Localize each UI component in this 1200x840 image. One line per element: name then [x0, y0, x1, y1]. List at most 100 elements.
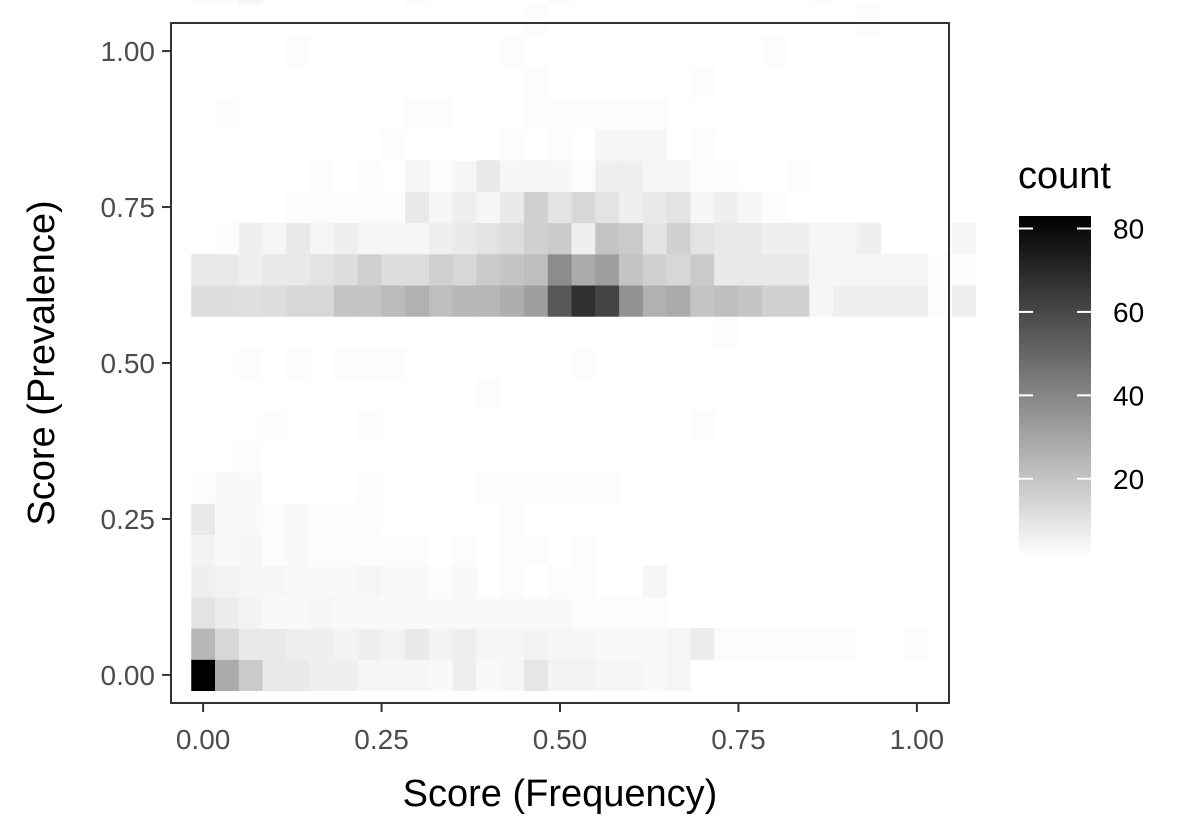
heatmap-bin	[809, 253, 834, 286]
heatmap-bin	[428, 659, 454, 692]
heatmap-bin	[381, 659, 406, 692]
heatmap-bin	[191, 472, 216, 504]
heatmap-bin	[737, 191, 763, 224]
heatmap-bin	[333, 440, 359, 473]
heatmap-bin	[523, 659, 549, 692]
heatmap-bin	[452, 565, 477, 598]
heatmap-bin	[286, 659, 311, 692]
heatmap-bin	[690, 160, 715, 192]
heatmap-bin	[357, 565, 382, 598]
heatmap-bin	[238, 596, 264, 629]
legend-tick-label: 80	[1113, 214, 1144, 245]
heatmap-bin	[238, 565, 264, 598]
heatmap-bin	[405, 191, 430, 224]
heatmap-bin	[690, 191, 715, 224]
heatmap-bin	[642, 222, 668, 255]
heatmap-bin	[523, 596, 549, 629]
heatmap-bin	[238, 222, 264, 255]
heatmap-bin	[500, 222, 525, 255]
heatmap-bin	[357, 66, 382, 99]
heatmap-bin	[785, 160, 810, 192]
heatmap-bin	[310, 659, 335, 692]
heatmap-bin	[595, 66, 620, 99]
y-tick-label: 0.00	[101, 660, 156, 691]
heatmap-bin	[666, 659, 691, 692]
heatmap-bin	[428, 253, 454, 286]
y-tick-label: 1.00	[101, 36, 156, 67]
heatmap-bin	[262, 285, 287, 317]
heatmap-bin	[405, 534, 430, 567]
heatmap-bin	[523, 285, 549, 317]
legend-tick-label: 40	[1113, 380, 1144, 411]
heatmap-bin	[761, 659, 786, 692]
heatmap-bin	[476, 222, 501, 255]
heatmap-bin	[357, 347, 382, 380]
heatmap-bin	[357, 160, 382, 192]
heatmap-bin	[619, 253, 644, 286]
heatmap-bin	[405, 0, 430, 5]
heatmap-bin	[333, 596, 359, 629]
heatmap-bin	[310, 222, 335, 255]
heatmap-bin	[262, 347, 287, 380]
heatmap-bin	[191, 659, 216, 692]
heatmap-bin	[571, 472, 596, 504]
heatmap-bin	[310, 628, 335, 660]
heatmap-bin	[832, 628, 858, 660]
heatmap-bin	[690, 628, 715, 660]
heatmap-bin	[714, 285, 739, 317]
heatmap-bin	[500, 253, 525, 286]
heatmap-bin	[500, 472, 525, 504]
heatmap-bin	[761, 191, 786, 224]
heatmap-bin	[547, 565, 573, 598]
heatmap-bin	[191, 503, 216, 536]
heatmap-bin	[286, 191, 311, 224]
heatmap-bin	[547, 0, 573, 5]
legend-ticks: 20 40 60 80	[1019, 214, 1144, 495]
heatmap-bin	[690, 285, 715, 317]
heatmap-bin	[452, 285, 477, 317]
heatmap-bin	[452, 66, 477, 99]
heatmap-bin	[310, 534, 335, 567]
heatmap-bin	[262, 534, 287, 567]
heatmap-bin	[690, 129, 715, 161]
heatmap-bin	[714, 316, 739, 348]
heatmap-bin	[381, 565, 406, 598]
x-axis-title: Score (Frequency)	[403, 773, 718, 815]
heatmap-bin	[215, 659, 240, 692]
heatmap-bin	[476, 596, 501, 629]
heatmap-bin	[642, 596, 668, 629]
heatmap-bin	[215, 596, 240, 629]
heatmap-bin	[809, 628, 834, 660]
heatmap-bin	[405, 628, 430, 660]
heatmap-bin	[547, 472, 573, 504]
heatmap-bin	[500, 503, 525, 536]
heatmap-bin	[452, 534, 477, 567]
heatmap-bin	[832, 285, 858, 317]
heatmap-bin	[286, 440, 311, 473]
heatmap-bin	[642, 160, 668, 192]
heatmap-bin	[571, 565, 596, 598]
heatmap-bin	[856, 222, 882, 255]
heatmap-bin	[500, 35, 525, 68]
heatmap-bin	[547, 191, 573, 224]
heatmap-bin	[238, 534, 264, 567]
heatmap-bin	[357, 253, 382, 286]
heatmap-bin	[642, 4, 668, 36]
heatmap-bin	[428, 97, 454, 130]
heatmap-bin	[286, 628, 311, 660]
heatmap-bin	[215, 472, 240, 504]
y-tick-label: 0.75	[101, 192, 156, 223]
heatmap-bin	[904, 628, 929, 660]
heatmap-bin	[619, 129, 644, 161]
heatmap-bin	[357, 503, 382, 536]
heatmap-bin	[785, 628, 810, 660]
heatmap-bin	[595, 472, 620, 504]
x-tick-label: 0.50	[533, 724, 588, 755]
heatmap-bin	[714, 659, 739, 692]
heatmap-bin	[452, 160, 477, 192]
heatmap-bin	[666, 191, 691, 224]
heatmap-bin	[452, 628, 477, 660]
x-tick-label: 1.00	[890, 724, 945, 755]
heatmap-bin	[571, 534, 596, 567]
